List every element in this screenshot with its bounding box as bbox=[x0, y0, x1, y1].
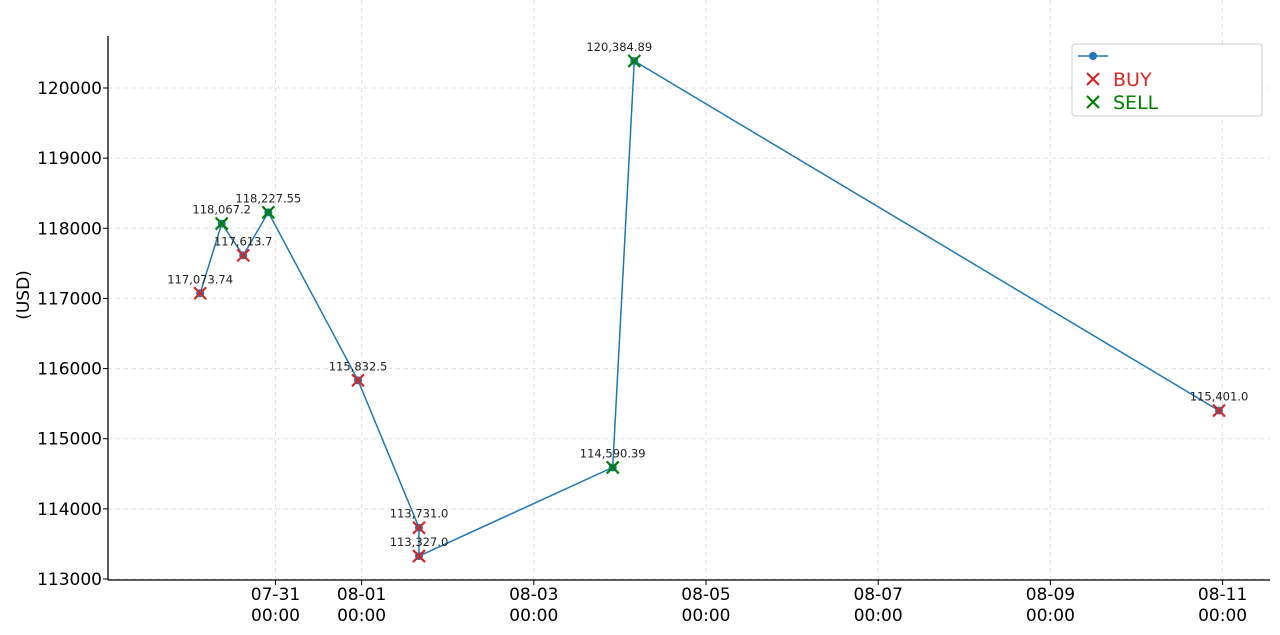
x-tick-date: 08-03 bbox=[509, 585, 558, 605]
legend-line-marker bbox=[1089, 52, 1097, 60]
x-tick-date: 08-07 bbox=[853, 585, 902, 605]
x-tick-date: 08-11 bbox=[1198, 585, 1247, 605]
sell-marker bbox=[627, 54, 642, 68]
y-tick-label: 120000 bbox=[37, 79, 102, 99]
x-tick-date: 07-31 bbox=[251, 585, 300, 605]
y-tick-label: 113000 bbox=[37, 570, 102, 590]
x-tick-date: 08-01 bbox=[337, 585, 386, 605]
data-label: 120,384.89 bbox=[586, 40, 652, 54]
data-label: 114,590.39 bbox=[580, 446, 646, 460]
legend-buy-x-icon bbox=[1086, 72, 1100, 86]
buy-marker bbox=[236, 248, 250, 263]
x-tick-time: 00:00 bbox=[1026, 606, 1075, 626]
data-label: 115,401.0 bbox=[1190, 390, 1249, 404]
buy-marker bbox=[193, 286, 207, 301]
data-label: 113,731.0 bbox=[390, 507, 449, 521]
buy-marker bbox=[412, 520, 426, 535]
axes: (USD) bbox=[14, 36, 1270, 581]
x-tick-date: 08-09 bbox=[1026, 585, 1075, 605]
data-labels: 117,073.74 118,067.2 117,613.7 118,227.55 11… bbox=[167, 40, 1248, 549]
x-tick-time: 00:00 bbox=[251, 606, 300, 626]
x-tick-time: 00:00 bbox=[337, 606, 386, 626]
y-tick-label: 119000 bbox=[37, 149, 102, 169]
legend-sell-label: SELL bbox=[1113, 92, 1159, 114]
x-tick-time: 00:00 bbox=[682, 606, 731, 626]
y-tick-label: 115000 bbox=[37, 430, 102, 450]
legend-box bbox=[1071, 43, 1263, 117]
x-tick-time: 00:00 bbox=[1198, 606, 1247, 626]
data-label: 117,613.7 bbox=[214, 234, 273, 248]
y-tick-label: 116000 bbox=[37, 360, 102, 380]
y-ticks: 113000 114000 115000 116000 117000 118000 1190… bbox=[37, 79, 108, 590]
legend: BUY SELL bbox=[1071, 43, 1263, 117]
price-line bbox=[199, 59, 1220, 558]
x-tick-date: 08-05 bbox=[681, 585, 730, 605]
sell-marker bbox=[605, 460, 620, 475]
trade-markers bbox=[193, 54, 1226, 563]
sell-marker bbox=[214, 216, 229, 231]
y-tick-label: 114000 bbox=[37, 500, 102, 520]
x-ticks: 07-3100:0008-0100:0008-0300:0008-0500:00… bbox=[251, 580, 1247, 626]
buy-marker bbox=[351, 373, 365, 388]
y-tick-label: 118000 bbox=[37, 219, 102, 239]
data-label: 118,067.2 bbox=[192, 203, 251, 217]
price-series bbox=[199, 59, 1220, 558]
data-label: 117,073.74 bbox=[167, 272, 233, 286]
y-axis-label: (USD) bbox=[14, 270, 34, 320]
data-label: 115,832.5 bbox=[329, 359, 388, 373]
y-tick-label: 117000 bbox=[37, 289, 102, 309]
data-label: 113,327.0 bbox=[390, 535, 449, 549]
buy-marker bbox=[1212, 403, 1226, 418]
sell-marker bbox=[261, 205, 276, 220]
x-tick-time: 00:00 bbox=[854, 606, 903, 626]
buy-marker bbox=[412, 549, 426, 563]
legend-sell-x-icon bbox=[1086, 95, 1100, 109]
legend-buy-label: BUY bbox=[1113, 69, 1152, 91]
x-tick-time: 00:00 bbox=[509, 606, 558, 626]
data-label: 118,227.55 bbox=[235, 191, 301, 205]
